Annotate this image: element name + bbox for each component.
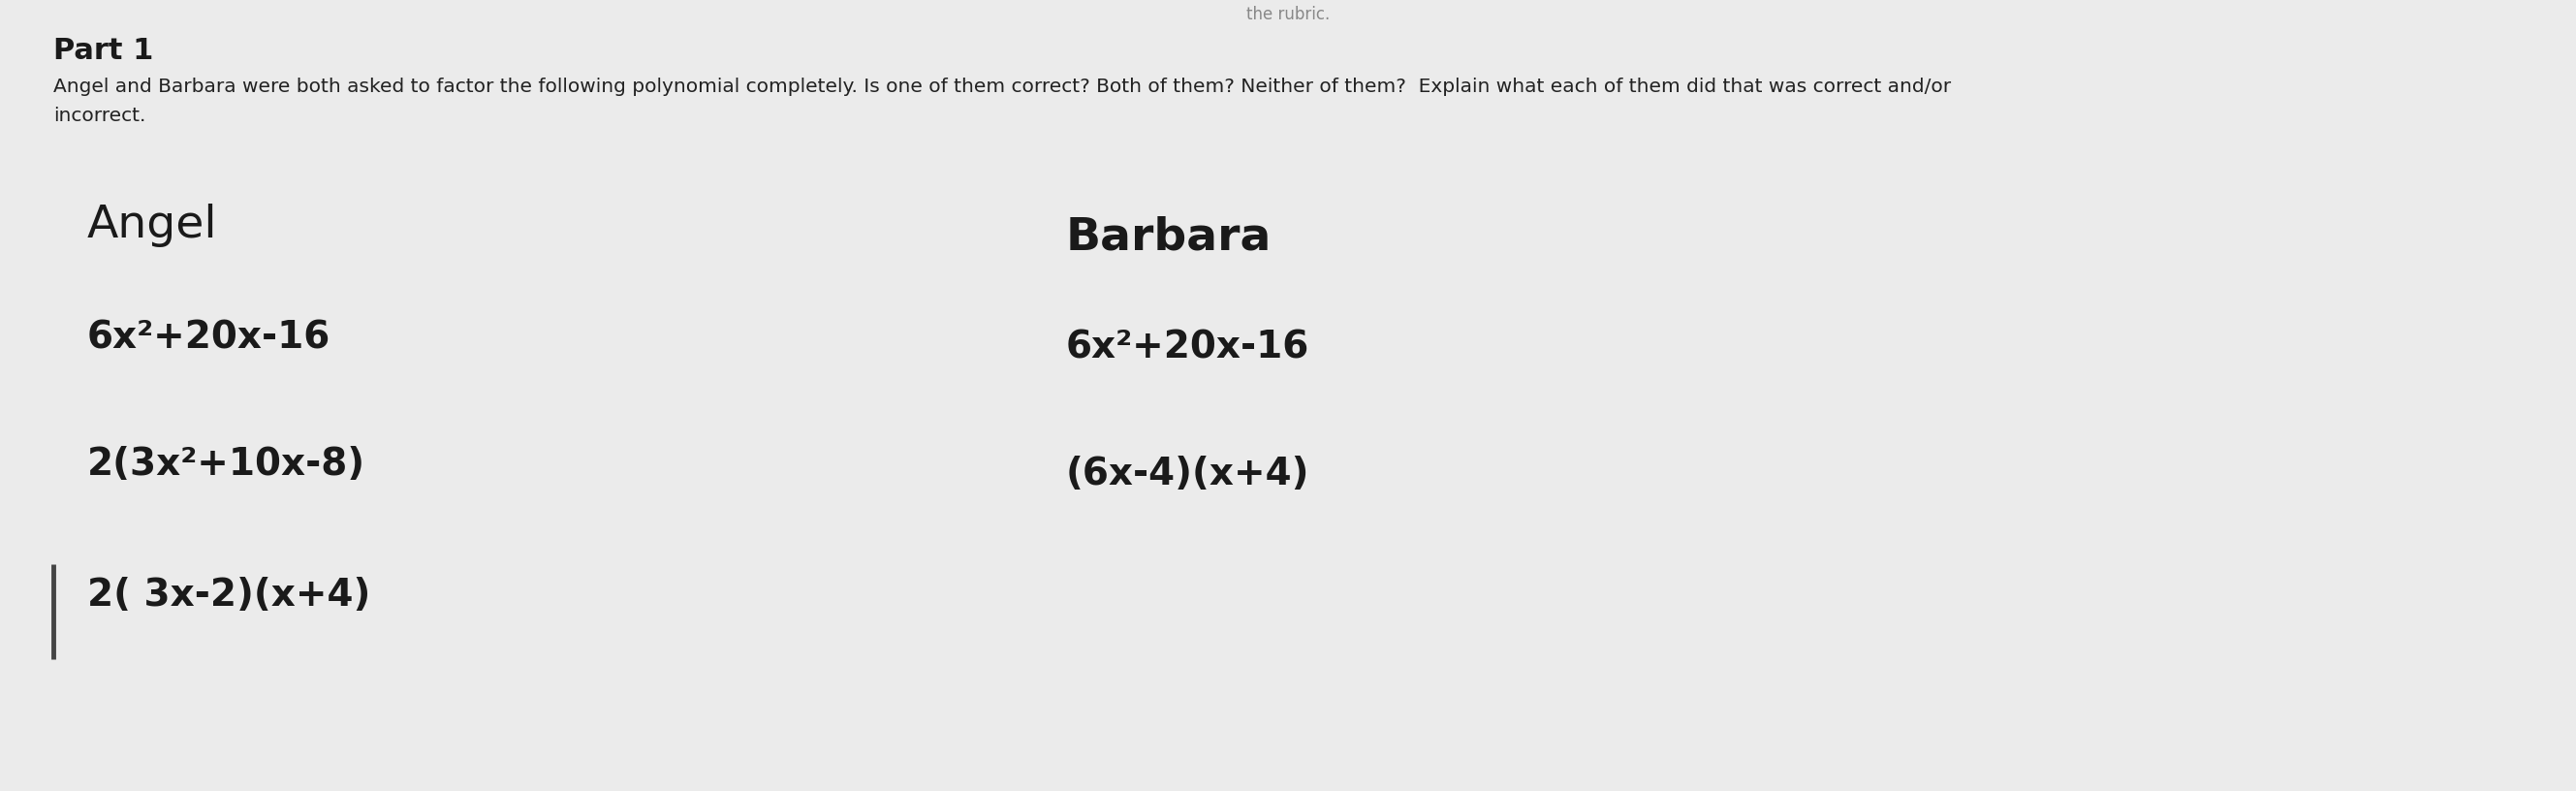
Text: 6x²+20x-16: 6x²+20x-16 [1066, 330, 1309, 366]
Text: Barbara: Barbara [1066, 215, 1273, 259]
Text: Part 1: Part 1 [54, 37, 155, 65]
Text: Angel and Barbara were both asked to factor the following polynomial completely.: Angel and Barbara were both asked to fac… [54, 78, 1950, 96]
Text: 6x²+20x-16: 6x²+20x-16 [88, 320, 330, 357]
Text: 2( 3x-2)(x+4): 2( 3x-2)(x+4) [88, 577, 371, 614]
Text: Angel: Angel [88, 203, 216, 247]
Text: the rubric.: the rubric. [1247, 6, 1329, 23]
Text: (6x-4)(x+4): (6x-4)(x+4) [1066, 456, 1309, 493]
Text: incorrect.: incorrect. [54, 107, 147, 125]
Text: 2(3x²+10x-8): 2(3x²+10x-8) [88, 446, 366, 483]
